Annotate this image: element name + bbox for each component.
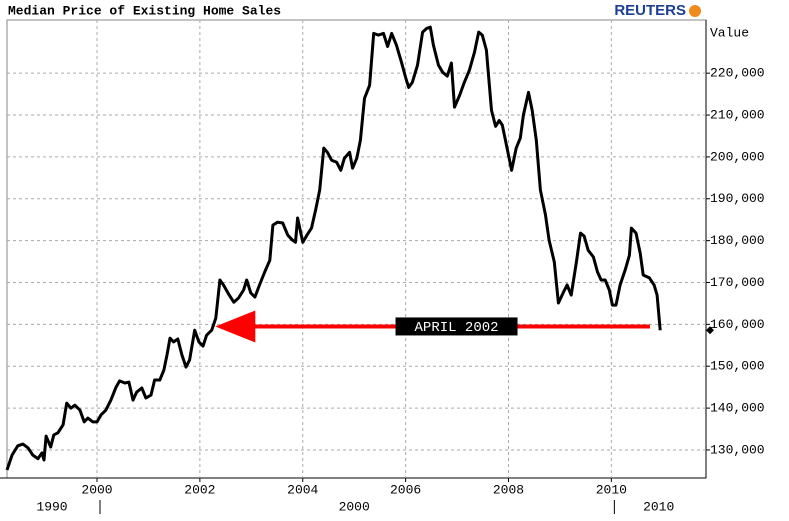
y-tick-label: 220,000 [710,66,765,81]
y-tick-label: 210,000 [710,107,765,122]
x-tick-label: 2008 [493,482,524,497]
y-tick-label: 200,000 [710,149,765,164]
x-group-label: 1990 [36,499,67,514]
x-tick-label: 2006 [390,482,421,497]
annotation-arrow-head [215,310,256,343]
logo: REUTERS [614,2,686,19]
price-line [5,25,662,471]
x-tick-label: 2000 [81,482,112,497]
last-value-marker [706,326,714,335]
y-tick-label: 170,000 [710,275,765,290]
y-tick-label: 130,000 [710,442,765,457]
y-tick-label: 190,000 [710,191,765,206]
x-tick-label: 2004 [287,482,318,497]
y-axis-label: Value [710,25,749,40]
x-group-label: 2000 [339,499,370,514]
x-tick-label: 2010 [596,482,627,497]
y-tick-label: 160,000 [710,317,765,332]
annotation-label-box [395,317,518,336]
y-tick-label: 150,000 [710,359,765,374]
y-tick-label: 180,000 [710,233,765,248]
annotation-label: APRIL 2002 [415,320,499,336]
y-tick-label: 140,000 [710,401,765,416]
x-tick-label: 2002 [184,482,215,497]
logo-globe [689,5,701,17]
chart-title: Median Price of Existing Home Sales [8,3,281,18]
x-group-label: 2010 [643,499,674,514]
